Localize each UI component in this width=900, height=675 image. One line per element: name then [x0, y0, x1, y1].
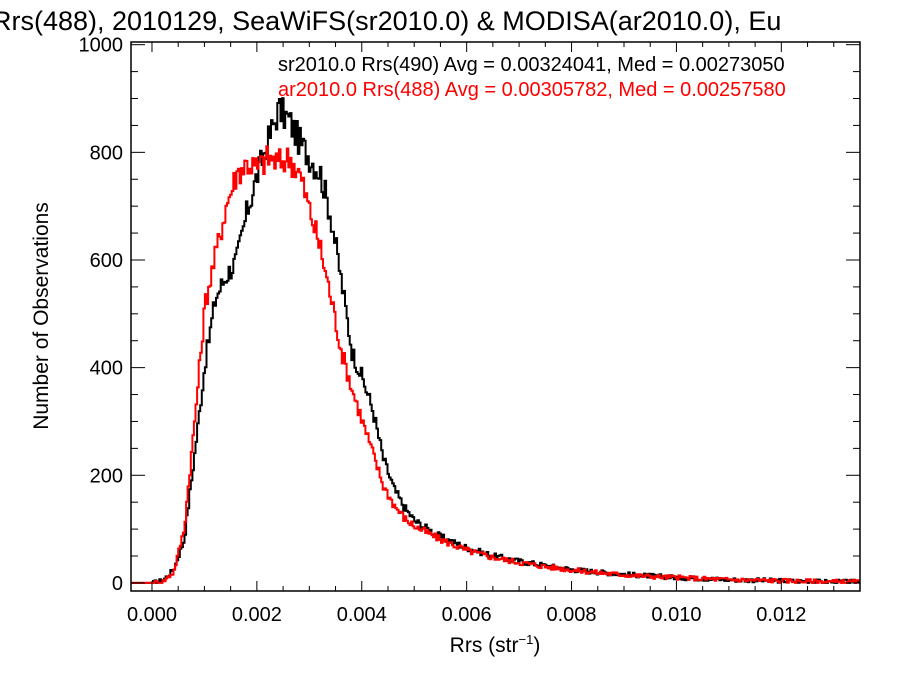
x-tick-label: 0.008 [547, 604, 597, 626]
chart-title: Rrs(488), 2010129, SeaWiFS(sr2010.0) & M… [0, 6, 781, 36]
x-axis-label-main: Rrs (str [450, 634, 519, 657]
x-tick-label: 0.012 [756, 604, 806, 626]
y-tick-label: 200 [90, 465, 123, 487]
x-tick-label: 0.002 [232, 604, 282, 626]
ticks-layer: 0.000 0.002 0.004 0.006 0.008 0.010 0.012 0 200 4… [79, 35, 860, 626]
x-tick-label: 0.000 [127, 604, 177, 626]
y-tick-label: 1000 [79, 35, 124, 57]
y-tick-label: 600 [90, 250, 123, 272]
plot-frame [130, 41, 861, 592]
x-tick-label: 0.004 [337, 604, 387, 626]
legend: sr2010.0 Rrs(490) Avg = 0.00324041, Med … [278, 54, 786, 101]
x-tick-label: 0.010 [651, 604, 701, 626]
x-axis-label: Rrs (str−1) [450, 632, 541, 657]
x-axis-label-superscript: −1 [519, 632, 534, 647]
y-axis-label: Number of Observations [30, 202, 53, 430]
y-tick-label: 800 [90, 142, 123, 164]
x-tick-label: 0.006 [442, 604, 492, 626]
y-tick-label: 0 [112, 573, 123, 595]
y-tick-label: 400 [90, 358, 123, 380]
x-axis-label-close: ) [533, 634, 540, 657]
series-layer [131, 97, 861, 584]
legend-entry-1: sr2010.0 Rrs(490) Avg = 0.00324041, Med … [278, 54, 785, 76]
series-line-2 [131, 145, 861, 584]
legend-entry-2: ar2010.0 Rrs(488) Avg = 0.00305782, Med … [278, 79, 786, 101]
